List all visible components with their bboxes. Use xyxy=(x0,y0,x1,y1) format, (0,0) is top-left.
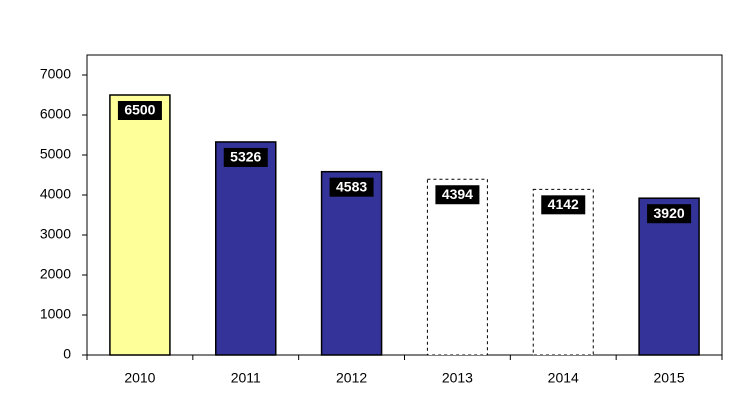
value-label-bg xyxy=(435,185,480,205)
value-label: 3920 xyxy=(654,205,685,221)
y-tick-label: 0 xyxy=(63,346,71,362)
value-label: 4142 xyxy=(548,196,579,212)
value-label-bg xyxy=(329,177,374,197)
x-tick-label: 2012 xyxy=(336,370,367,386)
value-label-bg xyxy=(541,195,586,215)
y-tick-label: 4000 xyxy=(40,186,71,202)
y-tick-label: 2000 xyxy=(40,266,71,282)
y-tick-label: 3000 xyxy=(40,226,71,242)
x-tick-label: 2013 xyxy=(442,370,473,386)
y-tick-label: 6000 xyxy=(40,106,71,122)
value-label: 5326 xyxy=(230,149,261,165)
plot-frame xyxy=(86,54,723,356)
y-tick-label: 7000 xyxy=(40,66,71,82)
bar xyxy=(532,188,594,356)
bar xyxy=(215,141,277,356)
x-tick-label: 2014 xyxy=(548,370,579,386)
bar xyxy=(638,197,700,356)
value-label: 4583 xyxy=(336,178,367,194)
bar xyxy=(109,94,171,356)
y-tick-label: 1000 xyxy=(40,306,71,322)
y-tick-label: 5000 xyxy=(40,146,71,162)
bar xyxy=(320,170,383,356)
x-tick-label: 2011 xyxy=(231,370,261,386)
value-label-bg xyxy=(223,147,268,167)
bar xyxy=(426,178,488,356)
x-tick-label: 2010 xyxy=(124,370,155,386)
value-label: 4394 xyxy=(442,186,473,202)
value-label-bg xyxy=(647,204,692,224)
value-label-bg xyxy=(117,101,162,120)
value-label: 6500 xyxy=(124,102,155,118)
x-tick-label: 2015 xyxy=(654,370,685,386)
